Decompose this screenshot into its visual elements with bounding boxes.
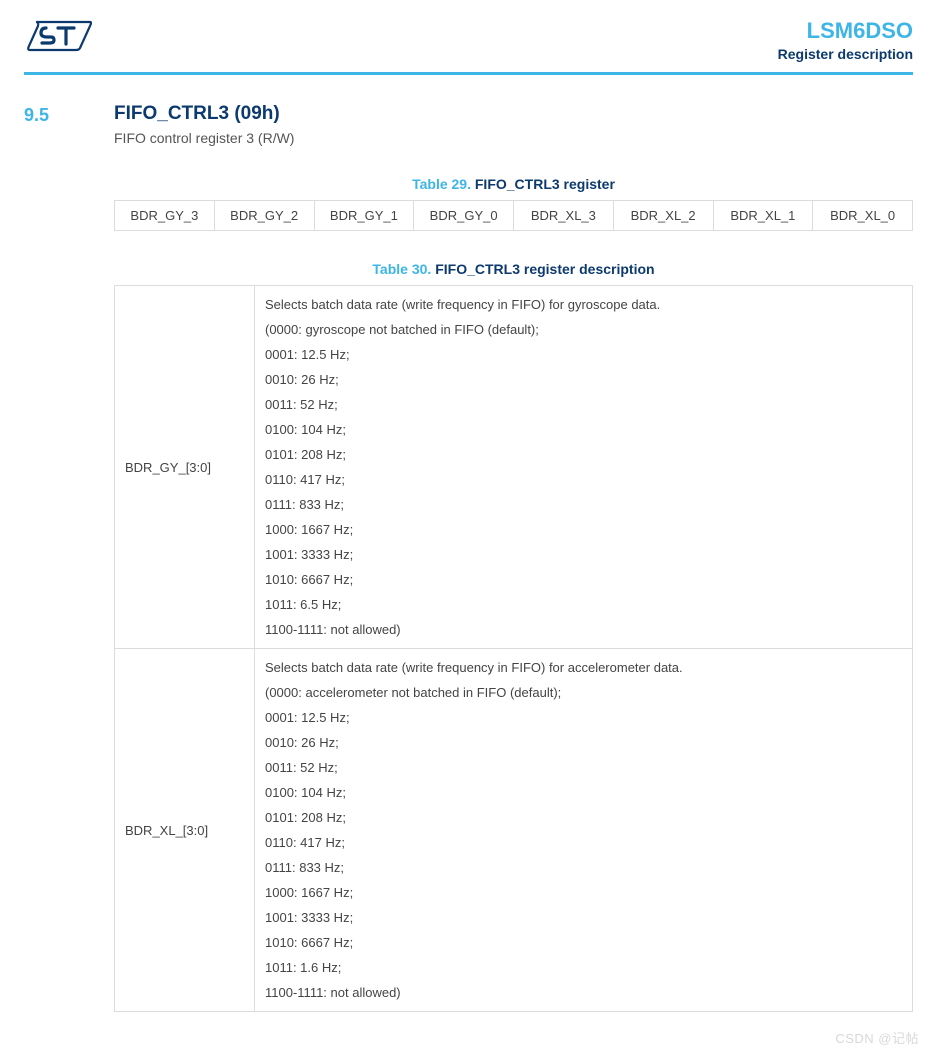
table29-caption: Table 29. FIFO_CTRL3 register (114, 176, 913, 192)
description-line: 0011: 52 Hz; (265, 392, 902, 417)
table29-caption-title: FIFO_CTRL3 register (475, 176, 615, 192)
description-line: 1000: 1667 Hz; (265, 517, 902, 542)
bitfield-cell: BDR_GY_0 (414, 201, 514, 231)
description-line: 1100-1111: not allowed) (265, 980, 902, 1005)
description-line: 0111: 833 Hz; (265, 855, 902, 880)
description-line: Selects batch data rate (write frequency… (265, 292, 902, 317)
bitfield-cell: BDR_XL_2 (613, 201, 713, 231)
section-title: FIFO_CTRL3 (09h) (114, 103, 913, 125)
section-description: FIFO control register 3 (R/W) (114, 130, 913, 146)
description-line: 0110: 417 Hz; (265, 830, 902, 855)
bitfield-cell: BDR_GY_1 (314, 201, 414, 231)
description-line: 1001: 3333 Hz; (265, 542, 902, 567)
table30-caption-title: FIFO_CTRL3 register description (435, 261, 654, 277)
description-line: 1000: 1667 Hz; (265, 880, 902, 905)
description-line: 0011: 52 Hz; (265, 755, 902, 780)
field-name-cell: BDR_GY_[3:0] (115, 286, 255, 649)
description-line: 1011: 6.5 Hz; (265, 592, 902, 617)
description-line: 1011: 1.6 Hz; (265, 955, 902, 980)
description-line: 0100: 104 Hz; (265, 417, 902, 442)
description-line: 1001: 3333 Hz; (265, 905, 902, 930)
description-line: (0000: accelerometer not batched in FIFO… (265, 680, 902, 705)
description-line: Selects batch data rate (write frequency… (265, 655, 902, 680)
doc-subtitle: Register description (778, 46, 913, 62)
description-line: 0110: 417 Hz; (265, 467, 902, 492)
table30-caption: Table 30. FIFO_CTRL3 register descriptio… (114, 261, 913, 277)
description-line: 1100-1111: not allowed) (265, 617, 902, 642)
st-logo (24, 18, 94, 54)
field-name-cell: BDR_XL_[3:0] (115, 649, 255, 1012)
description-line: 0010: 26 Hz; (265, 730, 902, 755)
bitfield-cell: BDR_GY_3 (115, 201, 215, 231)
description-line: (0000: gyroscope not batched in FIFO (de… (265, 317, 902, 342)
table30-caption-num: Table 30. (372, 261, 431, 277)
description-line: 1010: 6667 Hz; (265, 930, 902, 955)
section-number: 9.5 (24, 103, 114, 126)
description-line: 0001: 12.5 Hz; (265, 705, 902, 730)
description-line: 1010: 6667 Hz; (265, 567, 902, 592)
description-line: 0001: 12.5 Hz; (265, 342, 902, 367)
bitfield-cell: BDR_XL_0 (813, 201, 913, 231)
description-line: 0101: 208 Hz; (265, 805, 902, 830)
table30-description: BDR_GY_[3:0] Selects batch data rate (wri… (114, 285, 913, 1012)
field-description-cell: Selects batch data rate (write frequency… (255, 286, 913, 649)
description-line: 0101: 208 Hz; (265, 442, 902, 467)
description-line: 0010: 26 Hz; (265, 367, 902, 392)
page-header: LSM6DSO Register description (24, 18, 913, 75)
bitfield-cell: BDR_GY_2 (214, 201, 314, 231)
description-line: 0111: 833 Hz; (265, 492, 902, 517)
bitfield-cell: BDR_XL_3 (514, 201, 614, 231)
bitfield-cell: BDR_XL_1 (713, 201, 813, 231)
description-line: 0100: 104 Hz; (265, 780, 902, 805)
field-description-cell: Selects batch data rate (write frequency… (255, 649, 913, 1012)
table29-caption-num: Table 29. (412, 176, 471, 192)
table29-bitfields: BDR_GY_3BDR_GY_2BDR_GY_1BDR_GY_0BDR_XL_3… (114, 200, 913, 231)
watermark: CSDN @记帖 (0, 1022, 937, 1061)
product-name: LSM6DSO (778, 18, 913, 44)
